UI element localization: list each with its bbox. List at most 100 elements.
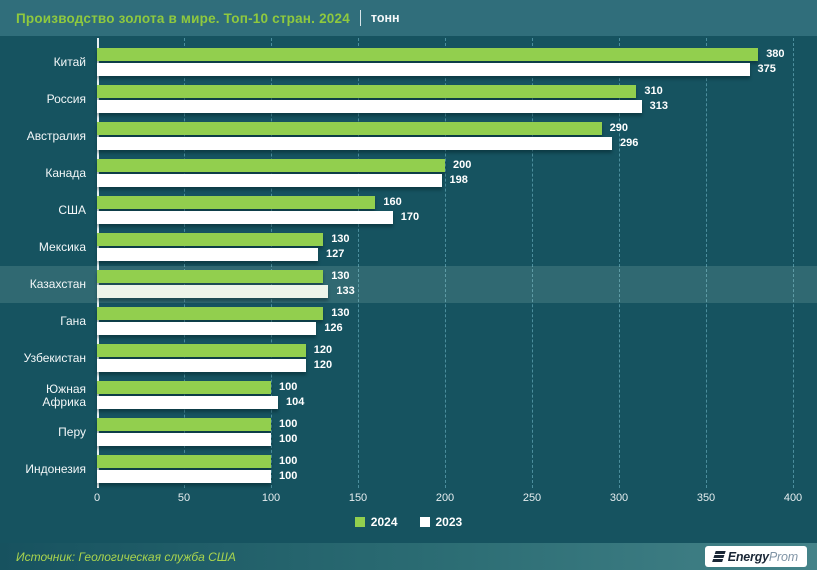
category-label: Казахстан	[29, 277, 86, 291]
bar-2023	[97, 211, 393, 224]
category-label: Узбекистан	[23, 351, 86, 365]
value-label-2023: 100	[279, 433, 298, 445]
category-label: Канада	[45, 166, 86, 180]
bar-2023	[97, 100, 642, 113]
value-label-2023: 170	[400, 211, 420, 223]
chart-row-9: Узбекистан 120 120	[0, 340, 817, 377]
legend-label: 2024	[370, 515, 398, 529]
value-label-2023: 104	[285, 396, 305, 408]
bar-2023	[97, 433, 271, 446]
bar-2024	[97, 122, 602, 135]
category-label: Мексика	[38, 240, 86, 254]
category-label: США	[58, 203, 86, 217]
bars-group: 290 296	[97, 118, 817, 155]
bar-2023	[97, 137, 613, 150]
value-label-2023: 313	[649, 100, 668, 112]
value-label-2024: 380	[766, 48, 785, 60]
chart-header: Производство золота в мире. Топ-10 стран…	[0, 0, 817, 36]
value-label-2024: 100	[279, 418, 298, 430]
logo-text: EnergyProm	[727, 549, 798, 564]
chart-row-8: Гана 130 126	[0, 303, 817, 340]
value-label-2023: 198	[449, 174, 468, 186]
category-label: Перу	[58, 425, 86, 439]
bar-2024	[97, 159, 445, 172]
legend-swatch-2023	[419, 517, 430, 527]
value-label-2024: 120	[313, 344, 333, 356]
x-tick-0: 0	[93, 492, 101, 504]
x-tick-250: 250	[522, 492, 542, 504]
x-tick-50: 50	[177, 492, 191, 504]
value-label-2023: 100	[279, 470, 298, 482]
x-tick-350: 350	[696, 492, 716, 504]
legend-swatch-2024	[354, 517, 365, 527]
value-label-2023: 375	[757, 63, 776, 75]
legend-item-2024: 2024	[354, 515, 398, 529]
footer-bar: Источник: Геологическая служба США Energ…	[0, 543, 817, 570]
value-label-2023: 133	[336, 285, 355, 297]
x-axis-tick-labels: 0 50 100 150 200 250 300 350 400	[93, 492, 802, 508]
category-label: Россия	[46, 92, 86, 106]
bar-2023	[97, 322, 317, 335]
chart-row-7: Казахстан 130 133	[0, 266, 817, 303]
energyprom-logo: EnergyProm	[704, 546, 807, 567]
bars-group: 380 375	[97, 44, 817, 81]
category-label: Австралия	[26, 129, 86, 143]
x-tick-200: 200	[435, 492, 455, 504]
value-label-2024: 130	[331, 270, 350, 282]
value-label-2024: 100	[279, 381, 298, 393]
category-label: Гана	[60, 314, 86, 328]
category-label: Индонезия	[25, 462, 86, 476]
chart-units-label: тонн	[370, 11, 400, 25]
chart-row-12: Индонезия 100 100	[0, 451, 817, 488]
value-label-2024: 130	[331, 307, 350, 319]
bars-group: 100 100	[97, 414, 817, 451]
value-label-2024: 200	[453, 159, 472, 171]
bar-2023	[97, 396, 278, 409]
chart-row-2: Россия 310 313	[0, 81, 817, 118]
bars-group: 130 127	[97, 229, 817, 266]
category-label: Китай	[53, 55, 86, 69]
chart-row-1: Китай 380 375	[0, 44, 817, 81]
value-label-2024: 130	[331, 233, 350, 245]
chart-row-11: Перу 100 100	[0, 414, 817, 451]
chart-legend: 2024 2023	[0, 515, 817, 529]
chart-row-5: США 160 170	[0, 192, 817, 229]
bar-2024	[97, 418, 271, 431]
x-tick-150: 150	[348, 492, 368, 504]
bars-group: 100 100	[97, 451, 817, 488]
title-separator	[359, 10, 361, 26]
bar-2023	[97, 63, 750, 76]
bar-2024	[97, 85, 637, 98]
value-label-2023: 127	[325, 248, 345, 260]
chart-row-10: Южная Африка 100 104	[0, 377, 817, 414]
value-label-2024: 290	[609, 122, 628, 134]
bars-group: 310 313	[97, 81, 817, 118]
value-label-2024: 160	[383, 196, 402, 208]
value-label-2024: 310	[644, 85, 663, 97]
chart-row-4: Канада 200 198	[0, 155, 817, 192]
bar-2023	[97, 285, 329, 298]
category-label: Южная Африка	[42, 381, 86, 409]
bar-2023	[97, 174, 442, 187]
bar-2024	[97, 344, 306, 357]
bar-2024	[97, 307, 324, 320]
bars-group: 160 170	[97, 192, 817, 229]
chart-row-6: Мексика 130 127	[0, 229, 817, 266]
value-label-2023: 126	[324, 322, 343, 334]
x-tick-100: 100	[261, 492, 281, 504]
value-label-2024: 100	[279, 455, 298, 467]
bars-group: 100 104	[97, 377, 817, 414]
bar-2023	[97, 359, 306, 372]
value-label-2023: 120	[313, 359, 333, 371]
legend-item-2023: 2023	[419, 515, 462, 529]
bar-2024	[97, 48, 759, 61]
bar-2024	[97, 233, 324, 246]
value-label-2023: 296	[620, 137, 639, 149]
chart-rows: Китай 380 375 Россия 310 313 Австралия 290 296 Ка…	[0, 44, 817, 488]
bar-2024	[97, 196, 376, 209]
bar-2024	[97, 455, 271, 468]
bars-group: 120 120	[97, 340, 817, 377]
bar-chart: Китай 380 375 Россия 310 313 Австралия 290 296 Ка…	[0, 36, 817, 529]
bars-group: 130 126	[97, 303, 817, 340]
